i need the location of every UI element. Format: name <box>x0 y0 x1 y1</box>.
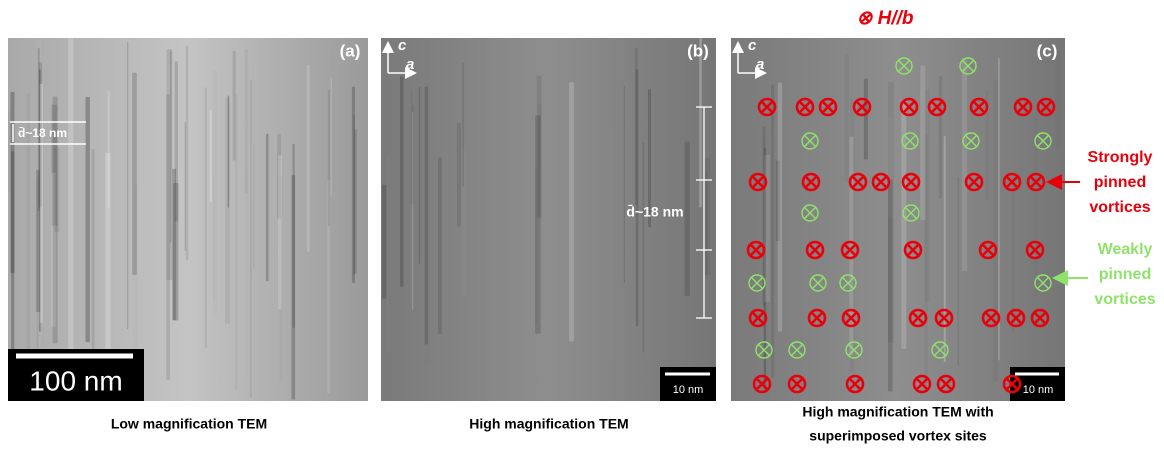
streak <box>850 99 854 373</box>
streak <box>400 77 403 287</box>
streak <box>957 177 959 365</box>
field-label: ⊗ H//b <box>856 8 913 29</box>
streak <box>864 79 868 160</box>
streak <box>250 80 252 397</box>
streak <box>382 185 386 299</box>
caption: High magnification TEM with <box>802 404 993 420</box>
figure: ⊗ H//b (a) (b) (c) d̄~18 nm d̄~18 nm c a… <box>0 0 1164 455</box>
scale-label: 100 nm <box>29 365 122 396</box>
streak <box>535 168 537 324</box>
streak <box>246 168 248 375</box>
streak <box>68 38 73 399</box>
streak <box>412 112 413 310</box>
streak <box>863 169 868 356</box>
streak <box>939 76 942 198</box>
axis-label: c <box>748 37 757 54</box>
streak <box>210 111 212 202</box>
legend-text: pinned <box>1094 174 1146 191</box>
streak <box>133 185 138 349</box>
streak <box>166 49 172 280</box>
streak <box>85 97 89 342</box>
streak <box>920 65 925 220</box>
axis-label: c <box>398 37 407 54</box>
streak <box>685 142 690 296</box>
legend-text: vortices <box>1089 199 1150 216</box>
panel-label: (c) <box>1037 41 1058 60</box>
streak <box>307 65 310 252</box>
streak <box>569 82 574 341</box>
streak <box>235 94 237 390</box>
streak <box>266 134 268 281</box>
streak <box>705 172 707 278</box>
streak <box>699 38 702 207</box>
streak <box>205 88 207 348</box>
streak <box>438 157 442 334</box>
streak <box>225 98 230 323</box>
streak <box>611 127 612 360</box>
streak <box>127 42 128 329</box>
caption: superimposed vortex sites <box>809 428 987 444</box>
spacing-label: d̄~18 nm <box>18 126 67 140</box>
streak <box>771 85 774 378</box>
streak <box>40 84 43 323</box>
streak <box>213 175 214 300</box>
legend-text: Strongly <box>1088 149 1153 166</box>
streak <box>888 82 894 343</box>
streak <box>925 89 930 301</box>
scale-label: 10 nm <box>673 384 704 396</box>
streak <box>425 87 429 345</box>
streak <box>292 144 294 328</box>
streak <box>175 61 178 221</box>
streak <box>11 151 14 356</box>
streak <box>331 78 332 196</box>
caption: Low magnification TEM <box>111 416 267 432</box>
streak <box>636 69 639 326</box>
axis-label: a <box>756 56 764 73</box>
streak <box>279 177 282 382</box>
streak <box>457 123 461 227</box>
streak <box>186 46 188 260</box>
streak <box>1012 181 1015 331</box>
streak <box>778 83 782 332</box>
streak <box>624 86 625 283</box>
streak <box>8 111 11 192</box>
scale-label: 10 nm <box>1023 384 1054 396</box>
streak <box>387 65 389 400</box>
streak <box>642 142 644 352</box>
streak <box>993 80 997 382</box>
legend-text: Weakly <box>1098 241 1153 258</box>
streak <box>538 104 541 216</box>
streak <box>228 96 229 208</box>
streak <box>462 63 464 186</box>
legend-text: pinned <box>1099 266 1151 283</box>
streak <box>332 54 335 194</box>
streak <box>253 144 254 267</box>
panel-label: (b) <box>687 41 709 60</box>
streak <box>944 136 946 362</box>
streak <box>845 54 849 181</box>
spacing-label: d̄~18 nm <box>626 203 683 220</box>
axis-label: a <box>406 56 414 73</box>
streak <box>1057 65 1059 149</box>
legend-text: vortices <box>1094 291 1155 308</box>
caption: High magnification TEM <box>469 416 628 432</box>
panel-label: (a) <box>340 41 361 60</box>
streak <box>107 91 110 208</box>
streak <box>962 58 967 271</box>
streak <box>354 129 357 273</box>
streak <box>419 87 421 263</box>
streak <box>328 90 330 226</box>
